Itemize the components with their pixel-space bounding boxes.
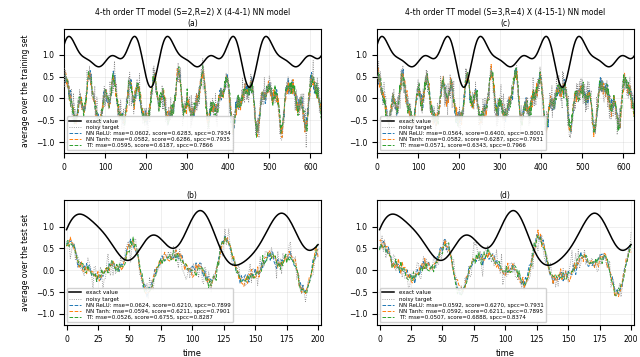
Legend: exact value, noisy target, NN ReLU: mse=0.0592, score=0.6270, spcc=0.7931, NN Ta: exact value, noisy target, NN ReLU: mse=…: [380, 288, 546, 322]
Y-axis label: average over the training set: average over the training set: [21, 35, 30, 147]
Title: 4-th order TT model (S=3,R=4) X (4-15-1) NN model
(c): 4-th order TT model (S=3,R=4) X (4-15-1)…: [405, 8, 605, 28]
Legend: exact value, noisy target, NN ReLU: mse=0.0564, score=0.6400, spcc=0.8001, NN Ta: exact value, noisy target, NN ReLU: mse=…: [380, 116, 546, 150]
Y-axis label: average over the test set: average over the test set: [21, 214, 30, 311]
X-axis label: time: time: [496, 349, 515, 357]
Title: 4-th order TT model (S=2,R=2) X (4-4-1) NN model
(a): 4-th order TT model (S=2,R=2) X (4-4-1) …: [95, 8, 290, 28]
Title: (b): (b): [187, 191, 198, 200]
Legend: exact value, noisy target, NN ReLU: mse=0.0602, score=0.6283, spcc=0.7934, NN Ta: exact value, noisy target, NN ReLU: mse=…: [67, 116, 232, 150]
X-axis label: time: time: [183, 349, 202, 357]
Title: (d): (d): [500, 191, 511, 200]
Legend: exact value, noisy target, NN ReLU: mse=0.0624, score=0.6210, spcc=0.7899, NN Ta: exact value, noisy target, NN ReLU: mse=…: [67, 288, 232, 322]
